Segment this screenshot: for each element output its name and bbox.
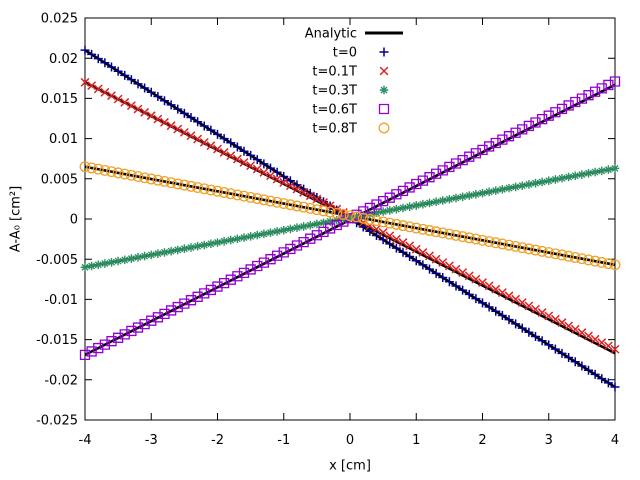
- legend-row-t=0.8T: t=0.8T: [312, 122, 390, 137]
- x-tick-label: -4: [79, 433, 92, 448]
- x-tick-label: -1: [277, 433, 290, 448]
- y-axis-title: A-A₀ [cm²]: [8, 185, 24, 253]
- y-tick-label: -0.025: [36, 414, 78, 429]
- legend-label: t=0: [333, 46, 357, 61]
- legend-label: Analytic: [305, 27, 357, 42]
- series-markers-t=0.1T: [80, 77, 620, 354]
- legend-marker-circle-icon: [378, 122, 390, 134]
- y-tick-label: -0.015: [36, 333, 78, 348]
- legend-marker-cross-icon: [379, 66, 389, 76]
- x-tick-label: 2: [478, 433, 486, 448]
- legend-row-t=0.1T: t=0.1T: [312, 65, 389, 80]
- y-tick-label: 0.005: [41, 172, 78, 187]
- x-axis-title: x [cm]: [329, 458, 371, 474]
- legend-marker-asterisk-icon: [379, 85, 389, 95]
- y-tick-label: 0.02: [49, 52, 78, 67]
- legend-label: t=0.3T: [312, 84, 357, 99]
- legend-label: t=0.8T: [312, 122, 357, 137]
- y-tick-label: 0.015: [41, 92, 78, 107]
- legend-row-Analytic: Analytic: [305, 27, 403, 42]
- x-tick-label: 0: [346, 433, 354, 448]
- x-tick-label: 3: [545, 433, 553, 448]
- series-markers-t=0.6T: [79, 76, 621, 361]
- y-tick-label: -0.01: [44, 293, 78, 308]
- legend: Analytic t=0 t=0.1T t=0.3T t=0.6T t=0.8T: [305, 27, 403, 137]
- x-tick-label: -3: [145, 433, 158, 448]
- y-tick-label: 0.025: [41, 12, 78, 27]
- x-tick-label: -2: [211, 433, 224, 448]
- legend-row-t=0.3T: t=0.3T: [312, 84, 389, 99]
- x-tick-label: 4: [611, 433, 619, 448]
- legend-label: t=0.6T: [312, 103, 357, 118]
- legend-row-t=0: t=0: [333, 46, 389, 61]
- y-tick-label: 0.01: [49, 132, 78, 147]
- series-markers-t=0.8T: [79, 161, 621, 271]
- x-tick-label: 1: [412, 433, 420, 448]
- legend-marker-square-icon: [378, 103, 390, 115]
- y-tick-label: 0: [70, 213, 78, 228]
- y-tick-label: -0.005: [36, 253, 78, 268]
- y-tick-label: -0.02: [44, 373, 78, 388]
- legend-marker-plus-icon: [379, 47, 389, 57]
- legend-row-t=0.6T: t=0.6T: [312, 103, 390, 118]
- legend-label: t=0.1T: [312, 65, 357, 80]
- series-markers-t=0.3T: [80, 164, 620, 272]
